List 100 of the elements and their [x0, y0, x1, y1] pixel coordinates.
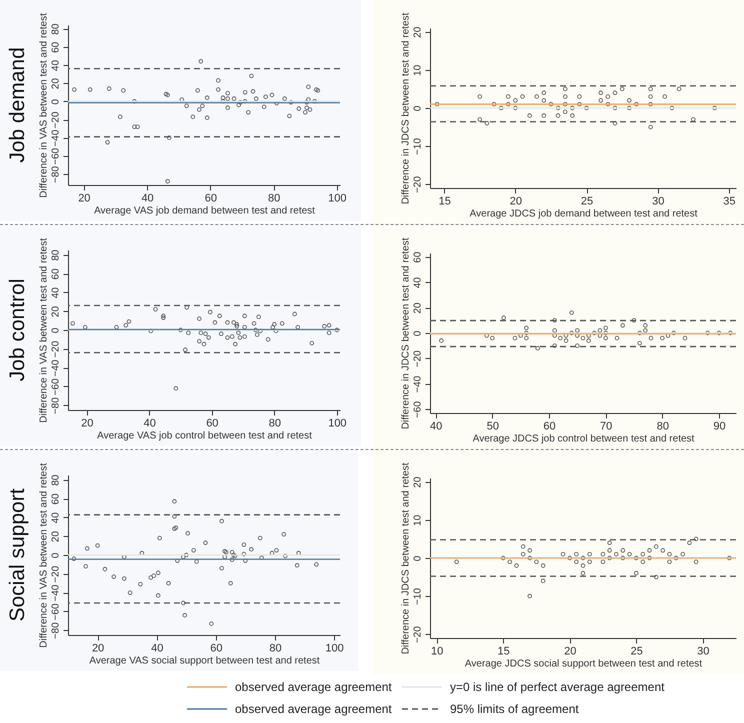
x-tick-label: 80 [268, 192, 280, 204]
point [128, 590, 132, 595]
y-tick-label: 20 [412, 26, 424, 38]
point [501, 316, 506, 320]
point [648, 336, 654, 340]
point [198, 330, 204, 336]
x-axis-title: Average VAS social support between test and retest [89, 656, 320, 666]
point [197, 316, 202, 321]
point [112, 574, 116, 579]
point [705, 330, 710, 336]
point [85, 546, 90, 551]
point [569, 310, 574, 315]
y-axis-title: Difference in VAS between test and retest [38, 462, 50, 648]
point [506, 102, 510, 106]
point [232, 96, 236, 101]
point [560, 552, 566, 556]
x-tick-label: 40 [141, 192, 154, 204]
y-tick-label: 0 [412, 105, 424, 112]
point [226, 96, 230, 101]
point [682, 336, 688, 340]
point [222, 549, 227, 554]
point [612, 90, 618, 95]
point [558, 336, 563, 340]
point [634, 102, 639, 106]
y-tick-label: −20 [412, 350, 424, 368]
point [95, 543, 100, 548]
y-tick-label: 40 [50, 286, 62, 298]
point [182, 613, 187, 618]
point [236, 330, 241, 336]
y-tick-label: 60 [50, 268, 62, 280]
y-tick-label: 40 [412, 276, 424, 288]
point [513, 98, 518, 103]
point [654, 544, 658, 549]
point [238, 335, 242, 340]
y-tick-label: −20 [50, 111, 62, 129]
point [156, 570, 160, 576]
point [242, 334, 247, 339]
point [667, 552, 672, 556]
point [124, 323, 128, 328]
point [242, 542, 246, 547]
point [242, 552, 246, 556]
point [484, 121, 490, 126]
point [563, 110, 568, 114]
point [478, 117, 482, 122]
point [637, 330, 642, 336]
point [570, 113, 575, 118]
point [208, 310, 212, 314]
point [186, 330, 191, 336]
y-axis-title: Difference in JDCS between test and retest [400, 12, 412, 204]
point [225, 335, 230, 340]
point [246, 110, 250, 114]
y-tick-label: −20 [412, 176, 424, 194]
point [165, 179, 170, 184]
point [670, 106, 674, 110]
point [206, 335, 211, 340]
point [82, 324, 88, 330]
point [606, 102, 610, 106]
y-tick-label: 20 [50, 530, 62, 542]
point [172, 514, 177, 519]
point [575, 344, 580, 348]
point [242, 324, 247, 330]
point [524, 336, 529, 340]
point [166, 581, 171, 586]
point [694, 560, 698, 564]
point [620, 556, 626, 560]
point [296, 324, 300, 330]
point [167, 136, 172, 140]
y-tick-label: 0 [412, 330, 424, 336]
point [266, 337, 270, 342]
point [512, 336, 518, 340]
y-axis-title: Difference in VAS between test and retest [38, 238, 50, 423]
point [152, 574, 156, 578]
y-tick-label: −60 [50, 378, 62, 396]
point [314, 562, 319, 567]
point [174, 386, 178, 391]
point [283, 554, 288, 558]
point [72, 556, 76, 561]
point [607, 548, 612, 553]
point [224, 550, 228, 554]
point [567, 556, 572, 560]
y-axis-title: Difference in VAS between test and retest [38, 12, 50, 198]
point [643, 323, 648, 328]
point [183, 348, 188, 352]
point [217, 314, 222, 318]
point [640, 560, 646, 564]
x-axis-title: Average JDCS job demand between test and retest [470, 208, 698, 220]
point [203, 332, 208, 336]
point [662, 94, 668, 99]
x-tick-label: 30 [652, 196, 664, 208]
x-tick-label: 40 [144, 418, 156, 430]
x-tick-label: 70 [600, 420, 612, 432]
point [220, 518, 224, 524]
point [620, 323, 625, 328]
point [552, 344, 557, 348]
point [232, 320, 236, 325]
y-tick-label: 0 [50, 98, 62, 105]
point [634, 571, 638, 576]
point [575, 328, 580, 333]
point [234, 324, 240, 328]
point [254, 96, 258, 101]
